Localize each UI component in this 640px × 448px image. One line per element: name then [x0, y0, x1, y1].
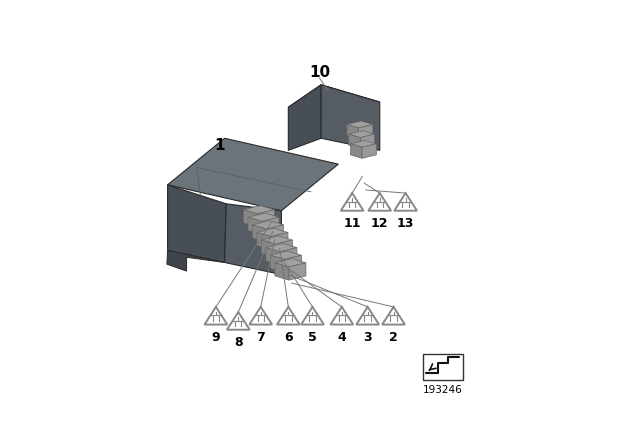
Polygon shape: [257, 228, 288, 237]
Text: 8: 8: [234, 336, 243, 349]
Text: 193246: 193246: [423, 385, 463, 395]
Polygon shape: [358, 125, 373, 139]
Polygon shape: [261, 236, 292, 244]
Text: 5: 5: [308, 331, 317, 344]
Text: 6: 6: [284, 331, 292, 344]
Text: 13: 13: [397, 217, 414, 230]
Polygon shape: [266, 248, 280, 265]
Polygon shape: [271, 233, 288, 250]
Polygon shape: [262, 217, 279, 234]
Polygon shape: [275, 263, 289, 280]
Polygon shape: [266, 225, 284, 242]
Polygon shape: [168, 185, 226, 263]
Text: 11: 11: [344, 217, 361, 230]
Polygon shape: [266, 244, 297, 252]
Polygon shape: [362, 144, 376, 158]
Polygon shape: [289, 85, 321, 151]
Polygon shape: [351, 144, 362, 158]
Polygon shape: [280, 248, 297, 265]
Polygon shape: [275, 240, 292, 257]
Polygon shape: [360, 134, 374, 149]
Polygon shape: [248, 213, 279, 221]
Text: 2: 2: [389, 331, 398, 344]
Polygon shape: [261, 240, 275, 257]
Polygon shape: [257, 233, 271, 250]
Text: 3: 3: [364, 331, 372, 344]
Polygon shape: [275, 258, 306, 267]
Polygon shape: [289, 263, 306, 280]
Text: 10: 10: [309, 65, 330, 80]
Polygon shape: [349, 131, 374, 138]
Polygon shape: [270, 251, 301, 259]
Polygon shape: [252, 221, 284, 229]
Text: 7: 7: [257, 331, 265, 344]
Polygon shape: [243, 210, 257, 227]
Polygon shape: [243, 206, 275, 214]
Polygon shape: [321, 85, 380, 151]
Polygon shape: [284, 255, 301, 272]
Polygon shape: [225, 204, 282, 275]
Polygon shape: [351, 140, 376, 147]
Polygon shape: [257, 210, 275, 227]
Bar: [423, 354, 463, 380]
Text: 9: 9: [212, 331, 220, 344]
Polygon shape: [347, 125, 358, 139]
Polygon shape: [349, 134, 360, 149]
Text: 12: 12: [371, 217, 388, 230]
Polygon shape: [252, 225, 266, 242]
Polygon shape: [248, 217, 262, 234]
Polygon shape: [167, 250, 225, 271]
Polygon shape: [168, 138, 339, 211]
Text: 4: 4: [337, 331, 346, 344]
Polygon shape: [347, 121, 373, 128]
Polygon shape: [270, 255, 284, 272]
Text: 1: 1: [214, 138, 225, 153]
Polygon shape: [289, 85, 380, 125]
